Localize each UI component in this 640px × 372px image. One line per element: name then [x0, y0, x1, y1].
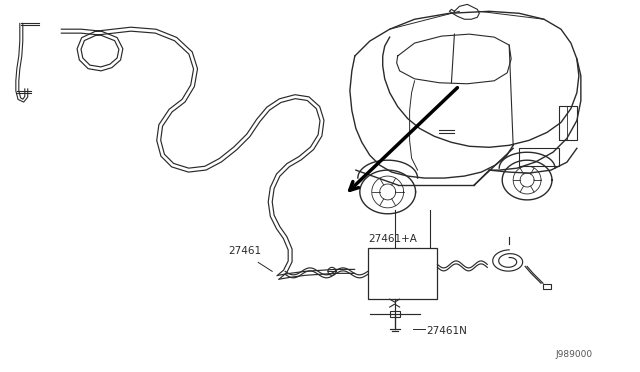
- Bar: [543, 284, 551, 289]
- Bar: [368, 247, 438, 299]
- Text: 27461: 27461: [228, 247, 262, 256]
- Bar: [559, 106, 567, 140]
- Bar: [519, 148, 559, 166]
- Bar: [559, 106, 577, 140]
- Text: J989000: J989000: [556, 350, 593, 359]
- Text: 27461N: 27461N: [426, 326, 467, 336]
- Bar: [390, 311, 399, 317]
- Text: 27461+A: 27461+A: [368, 234, 417, 244]
